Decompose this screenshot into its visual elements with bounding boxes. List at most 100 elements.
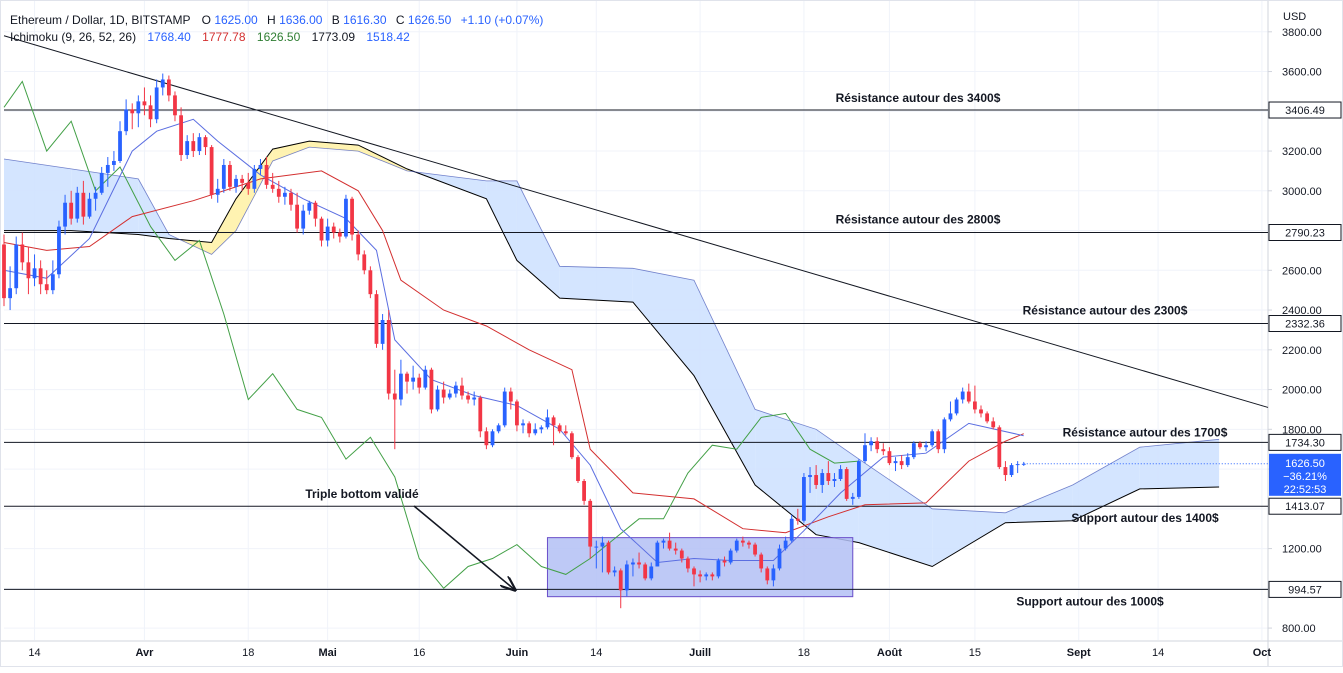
time-tick-label-5: Juin [506,647,529,659]
candle-2022-03-30 [130,103,135,130]
level-tag-0 [1268,101,1342,119]
level-tag-label-2: 2332.36 [1285,319,1325,331]
candle-2022-05-31 [508,387,513,410]
time-tick-label-8: 18 [798,647,810,659]
cloud-segment-7-0 [309,141,359,152]
candle-2022-07-28 [863,433,867,464]
candle-body [936,431,941,450]
candle-body [795,518,800,521]
candle-body [105,164,110,173]
candle-body [81,192,86,217]
price-tick-label-1: 3600.00 [1282,67,1322,79]
cloud-segment-15-0 [755,409,817,535]
candle-2022-03-10 [8,266,12,311]
candle-body [673,548,678,551]
candle-body [881,449,886,452]
candle-body [112,160,116,165]
ichimoku-value-5: 1518.42 [366,30,410,44]
cloud-segment-2-0 [138,178,169,239]
candle-body [966,391,971,402]
candle-body [246,182,251,189]
candle-2022-06-13 [588,498,593,559]
candle-2022-04-14 [221,159,226,193]
time-tick-label-10: 15 [969,647,981,659]
candle-body [631,562,635,565]
candle-body [637,562,641,565]
cloud-segment-21-0 [1139,439,1220,489]
cloud-segment-10-0 [486,180,517,261]
cloud-span-b [4,140,1220,568]
candle-2022-08-22 [1015,461,1020,474]
candle-2022-07-04 [716,558,721,579]
candle-body [661,540,666,543]
candle-2022-04-20 [258,159,263,175]
candle-2022-07-15 [783,536,788,551]
candle-body [539,427,544,430]
candle-2022-06-30 [692,566,696,587]
candle-2022-07-26 [850,492,855,505]
triple-bottom-box [546,537,854,598]
candle-body [899,461,904,466]
cloud-segment-14-0 [694,280,756,485]
level-tag-4 [1268,497,1342,515]
time-tick-label-13: Oct [1253,647,1272,659]
candle-2022-05-01 [325,218,330,247]
candle-2022-04-21 [264,157,269,189]
candle-body [759,554,764,569]
candle-body [1003,467,1008,476]
candle-body [783,540,788,549]
candle-body [301,210,306,229]
candle-body [649,566,654,579]
candle-2022-06-04 [533,423,538,436]
candle-2022-03-22 [81,180,86,225]
candle-body [240,178,245,183]
candle-2022-05-21 [447,389,452,400]
candle-body [985,413,990,422]
candle-body [38,268,43,285]
candle-body [429,369,434,410]
cloud-segment-17-0 [858,459,933,567]
candle-body [63,202,67,227]
candle-2022-05-26 [478,395,483,438]
candle-body [563,431,568,434]
candle-2022-03-16 [44,270,49,295]
candle-2022-06-08 [557,423,562,434]
candle-2022-08-06 [918,441,922,450]
current-price-value: 1626.50 [1285,458,1325,470]
candle-body [69,202,74,219]
level-annotation-0: Résistance autour des 3400$ [836,91,1001,105]
candle-body [624,564,629,591]
candle-body [191,141,196,152]
time-tick-label-0: 14 [28,647,40,659]
time-tick-label-7: Juill [689,647,711,659]
candle-2022-04-30 [319,216,324,247]
candle-2022-05-17 [423,365,428,390]
candle-2022-08-18 [991,417,996,430]
time-axis[interactable]: 14 Avr 18 Mai 16 Juin 14 Juill 18 Août 15 Sept 14 Oct [28,647,1271,659]
candle-2022-08-08 [930,429,935,448]
candle-body [160,79,165,88]
candle-2022-07-11 [759,552,764,573]
candle-2022-08-14 [966,383,971,404]
cloud-segment-13-0 [632,268,694,376]
candle-body [325,226,330,241]
candle-body [508,391,513,402]
candle-2022-04-10 [197,133,202,156]
level-annotation-4: Support autour des 1400$ [1071,511,1219,525]
candle-2022-08-09 [936,429,941,454]
candle-2022-07-08 [740,536,745,547]
price-axis-unit: USD [1283,11,1306,23]
candle-2022-03-23 [87,192,92,219]
candle-body [136,101,141,114]
candle-2022-08-12 [954,397,959,416]
candle-2022-04-02 [148,95,153,128]
close-label: C [396,13,405,27]
candle-2022-07-01 [698,570,703,583]
candle-body [869,441,873,446]
candle-2022-07-23 [832,473,837,487]
price-axis[interactable]: USD 3800.003600.003400.003200.003000.002… [1023,11,1342,635]
candle-body [386,320,391,394]
candle-2022-08-19 [997,425,1002,470]
candle-2022-08-21 [1009,463,1014,478]
candle-body [905,457,910,466]
